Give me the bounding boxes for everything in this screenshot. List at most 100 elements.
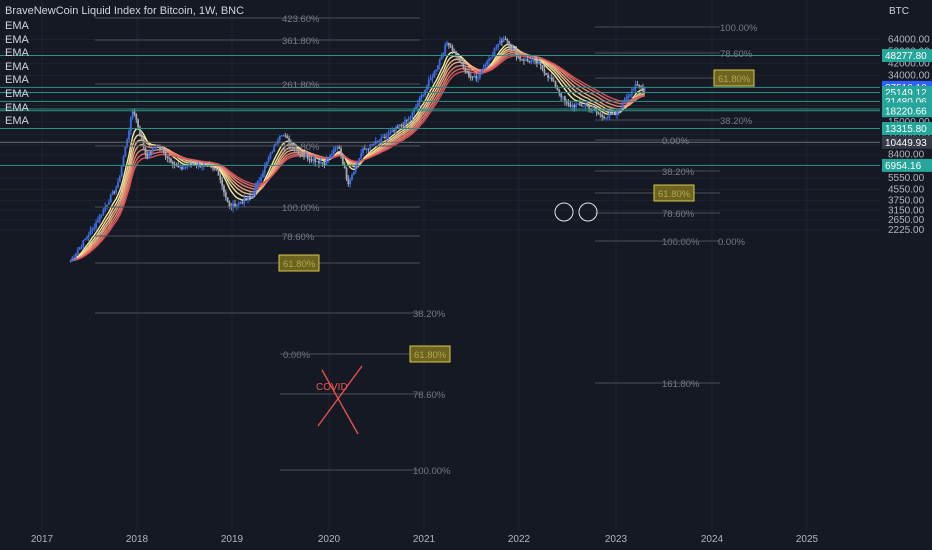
candle-body xyxy=(480,70,483,75)
candle-body xyxy=(567,103,570,105)
candle-body xyxy=(157,146,160,148)
candle-body xyxy=(118,176,121,183)
candle-body xyxy=(263,166,266,173)
legend-ema-6[interactable]: EMA xyxy=(5,101,29,114)
fib-label: 100.00% xyxy=(413,466,451,477)
candle-body xyxy=(323,163,326,166)
candle-body xyxy=(513,47,516,51)
candle-body xyxy=(493,48,496,55)
candle-body xyxy=(133,111,136,115)
fib-label: 38.20% xyxy=(720,116,753,127)
candle-body xyxy=(393,130,395,132)
candle-body xyxy=(431,77,434,79)
candle-body xyxy=(217,170,220,176)
candle-body xyxy=(201,167,203,169)
candle-body xyxy=(256,181,259,187)
price-tag-label: 25149.12 xyxy=(885,88,927,99)
candle-body xyxy=(349,179,352,185)
candle-body xyxy=(290,143,292,145)
price-tag-label: 10449.93 xyxy=(885,138,927,149)
chart-title: BraveNewCoin Liquid Index for Bitcoin, 1… xyxy=(5,5,245,17)
candle-body xyxy=(316,161,318,163)
candle-body xyxy=(162,149,165,153)
candle-body xyxy=(278,135,281,141)
candle-body xyxy=(356,161,359,166)
candle-body xyxy=(140,134,143,139)
candle-body xyxy=(295,149,298,151)
candle-body xyxy=(69,260,72,262)
candle-body xyxy=(638,85,641,87)
candle-body xyxy=(422,94,425,96)
candle-body xyxy=(495,47,498,49)
x-tick-label: 2019 xyxy=(221,534,244,545)
y-tick-label: 2225.00 xyxy=(888,225,925,236)
candle-body xyxy=(310,159,313,161)
candle-body xyxy=(545,73,548,76)
fib-label: 78.60% xyxy=(282,232,315,243)
candle-body xyxy=(120,166,123,177)
candle-body xyxy=(304,155,307,157)
candle-body xyxy=(616,111,619,116)
candle-body xyxy=(489,57,492,59)
x-tick-label: 2022 xyxy=(508,534,531,545)
legend-ema-5[interactable]: EMA xyxy=(5,87,29,100)
candle-body xyxy=(416,103,419,107)
legend-ema-1[interactable]: EMA xyxy=(5,33,29,46)
candle-body xyxy=(391,130,394,133)
candle-body xyxy=(139,127,141,135)
candle-body xyxy=(314,158,317,162)
candle-body xyxy=(462,63,465,68)
candle-body xyxy=(627,95,630,98)
candle-body xyxy=(455,51,458,57)
candle-body xyxy=(98,215,101,221)
candle-body xyxy=(444,45,447,54)
legend-ema-3[interactable]: EMA xyxy=(5,60,29,73)
candle-body xyxy=(95,222,97,228)
candle-body xyxy=(385,136,388,138)
legend-ema-7[interactable]: EMA xyxy=(5,115,29,128)
candle-body xyxy=(241,202,244,204)
candle-body xyxy=(508,41,511,46)
candle-body xyxy=(173,164,176,166)
candle-body xyxy=(643,87,646,90)
candle-body xyxy=(597,112,600,115)
fib-label: 100.00% xyxy=(720,23,758,34)
candle-body xyxy=(621,101,624,109)
candle-body xyxy=(552,80,555,82)
candle-body xyxy=(106,204,108,207)
candle-body xyxy=(87,234,90,237)
candle-body xyxy=(429,78,432,81)
price-tag-bg xyxy=(882,104,932,118)
fib-label: 100.00% xyxy=(282,203,320,214)
candle-body xyxy=(595,110,598,113)
candle-body xyxy=(86,236,88,239)
candle-body xyxy=(528,60,531,63)
y-tick-label: 5550.00 xyxy=(888,173,925,184)
x-tick-label: 2021 xyxy=(413,534,436,545)
legend-ema-2[interactable]: EMA xyxy=(5,47,29,60)
candle-body xyxy=(468,72,470,77)
legend-ema-4[interactable]: EMA xyxy=(5,74,29,87)
legend-ema-0[interactable]: EMA xyxy=(5,20,29,32)
candle-body xyxy=(411,112,414,118)
candle-body xyxy=(447,42,450,46)
candle-body xyxy=(575,104,577,108)
fib-label: 261.80% xyxy=(282,80,320,91)
candle-body xyxy=(373,143,375,145)
candle-body xyxy=(260,177,262,181)
candle-body xyxy=(100,214,103,216)
fib-label: 61.80% xyxy=(658,189,691,200)
candle-body xyxy=(603,116,605,118)
candle-body xyxy=(404,119,406,126)
candle-body xyxy=(586,105,589,107)
price-tag-bg xyxy=(882,49,932,63)
candle-body xyxy=(625,97,628,101)
candle-body xyxy=(192,164,194,166)
candle-body xyxy=(453,50,456,52)
candle-body xyxy=(601,115,604,117)
price-tag-label: 18220.66 xyxy=(885,106,927,117)
candle-body xyxy=(502,38,505,43)
candle-body xyxy=(362,148,364,154)
candle-body xyxy=(93,227,96,229)
